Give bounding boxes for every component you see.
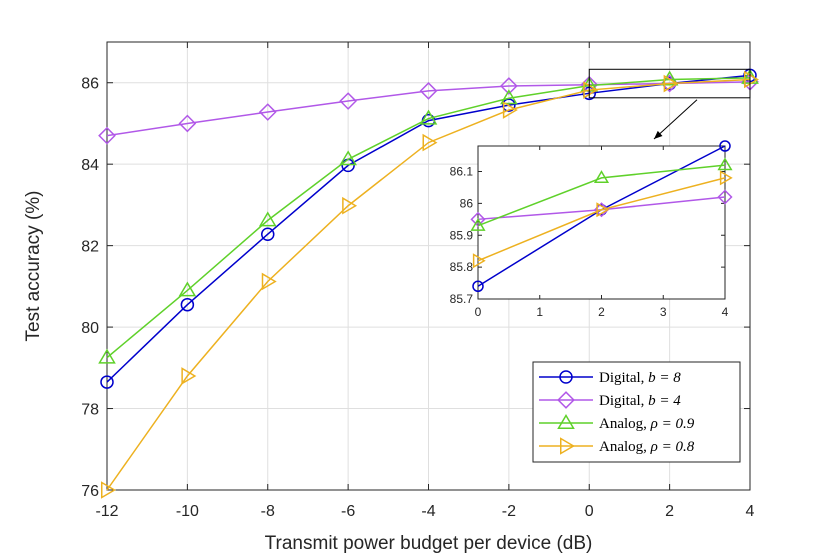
data-point bbox=[342, 196, 358, 215]
inset-data-point bbox=[717, 157, 733, 171]
x-tick-label: 0 bbox=[585, 503, 594, 520]
data-point bbox=[100, 375, 114, 389]
zoom-arrow bbox=[653, 99, 698, 140]
y-tick-label: 84 bbox=[81, 157, 99, 174]
inset-data-point bbox=[719, 170, 733, 186]
y-axis-label: Test accuracy (%) bbox=[23, 191, 44, 342]
x-tick-label: -6 bbox=[341, 503, 355, 520]
legend-entry: Analog, ρ = 0.9 bbox=[539, 414, 695, 432]
legend-label: Analog, ρ = 0.8 bbox=[599, 439, 695, 455]
data-point bbox=[422, 133, 438, 152]
data-point bbox=[419, 82, 438, 100]
legend-entry: Analog, ρ = 0.8 bbox=[539, 437, 695, 455]
legend: Digital, b = 8 Digital, b = 4 Analog, ρ = … bbox=[532, 361, 741, 463]
data-point bbox=[261, 272, 277, 291]
data-point bbox=[502, 101, 518, 119]
main-ticks: -12 -10 -8 -6 -4 -2 0 2 4 76 78 80 82 84 86 bbox=[81, 42, 755, 520]
x-tick-label: -8 bbox=[261, 503, 275, 520]
data-point bbox=[744, 70, 759, 89]
data-point bbox=[98, 126, 116, 145]
series-line bbox=[106, 81, 751, 137]
series-3 bbox=[101, 70, 759, 499]
series-line bbox=[106, 74, 751, 383]
data-point bbox=[660, 70, 679, 86]
inset-chart: 0 1 2 3 4 85.7 85.8 85.9 86 86.1 bbox=[450, 140, 733, 319]
series-line bbox=[106, 77, 751, 359]
data-point bbox=[339, 150, 357, 166]
inset-y-tick-label: 85.9 bbox=[450, 228, 474, 242]
legend-marker bbox=[560, 437, 575, 455]
legend-label: Analog, ρ = 0.9 bbox=[599, 416, 695, 432]
x-tick-label: 2 bbox=[665, 503, 674, 520]
zoom-arrowhead bbox=[654, 130, 663, 139]
x-tick-label: -2 bbox=[502, 503, 516, 520]
y-tick-label: 78 bbox=[81, 402, 99, 419]
inset-data-point bbox=[596, 202, 610, 218]
data-point bbox=[419, 109, 438, 125]
data-point bbox=[101, 481, 116, 499]
data-point bbox=[258, 103, 277, 121]
data-point bbox=[181, 367, 197, 385]
zoom-region-box bbox=[588, 68, 751, 99]
legend-entry: Digital, b = 8 bbox=[539, 370, 681, 386]
y-tick-label: 86 bbox=[81, 76, 99, 93]
x-tick-label: -10 bbox=[176, 503, 199, 520]
x-tick-label: -4 bbox=[421, 503, 435, 520]
legend-marker bbox=[557, 414, 575, 429]
legend-marker bbox=[559, 370, 573, 384]
inset-x-tick-label: 1 bbox=[536, 305, 543, 319]
y-tick-label: 80 bbox=[81, 320, 99, 337]
x-axis-label: Transmit power budget per device (dB) bbox=[265, 533, 593, 554]
x-tick-label: -12 bbox=[95, 503, 118, 520]
data-point bbox=[663, 74, 679, 93]
data-point bbox=[500, 89, 518, 105]
inset-data-point bbox=[470, 217, 486, 231]
inset-y-tick-label: 86.1 bbox=[450, 165, 474, 179]
inset-x-tick-label: 4 bbox=[722, 305, 729, 319]
data-point bbox=[180, 297, 195, 312]
inset-data-point bbox=[717, 189, 733, 205]
inset-data-point bbox=[593, 170, 610, 183]
main-series bbox=[98, 68, 759, 499]
legend-label: Digital, b = 4 bbox=[599, 393, 681, 409]
legend-label: Digital, b = 8 bbox=[599, 370, 681, 386]
data-point bbox=[178, 281, 197, 297]
legend-marker bbox=[557, 391, 575, 409]
inset-y-tick-label: 85.8 bbox=[450, 260, 474, 274]
inset-data-point bbox=[472, 280, 484, 292]
x-tick-label: 4 bbox=[746, 503, 755, 520]
inset-data-point bbox=[470, 211, 486, 227]
inset-x-tick-label: 2 bbox=[598, 305, 605, 319]
inset-x-tick-label: 3 bbox=[660, 305, 667, 319]
inset-series-line bbox=[477, 164, 726, 227]
data-point bbox=[583, 81, 599, 99]
inset-y-tick-label: 86 bbox=[460, 196, 474, 210]
data-point bbox=[261, 227, 275, 241]
inset-series-3 bbox=[472, 170, 733, 269]
y-tick-label: 76 bbox=[81, 483, 99, 500]
legend-entry: Digital, b = 4 bbox=[539, 391, 681, 409]
inset-data-point bbox=[472, 253, 486, 269]
inset-x-tick-label: 0 bbox=[475, 305, 482, 319]
inset-y-tick-label: 85.7 bbox=[450, 292, 474, 306]
series-line bbox=[106, 78, 751, 491]
data-point bbox=[178, 114, 197, 133]
zoom-annotation bbox=[588, 68, 751, 140]
data-point bbox=[98, 348, 116, 364]
inset-series-2 bbox=[470, 157, 733, 231]
data-point bbox=[339, 92, 357, 110]
y-tick-label: 82 bbox=[81, 239, 99, 256]
data-point bbox=[258, 211, 277, 227]
inset-data-point bbox=[719, 140, 731, 152]
inset-series-line bbox=[477, 177, 726, 262]
data-point bbox=[500, 77, 518, 95]
